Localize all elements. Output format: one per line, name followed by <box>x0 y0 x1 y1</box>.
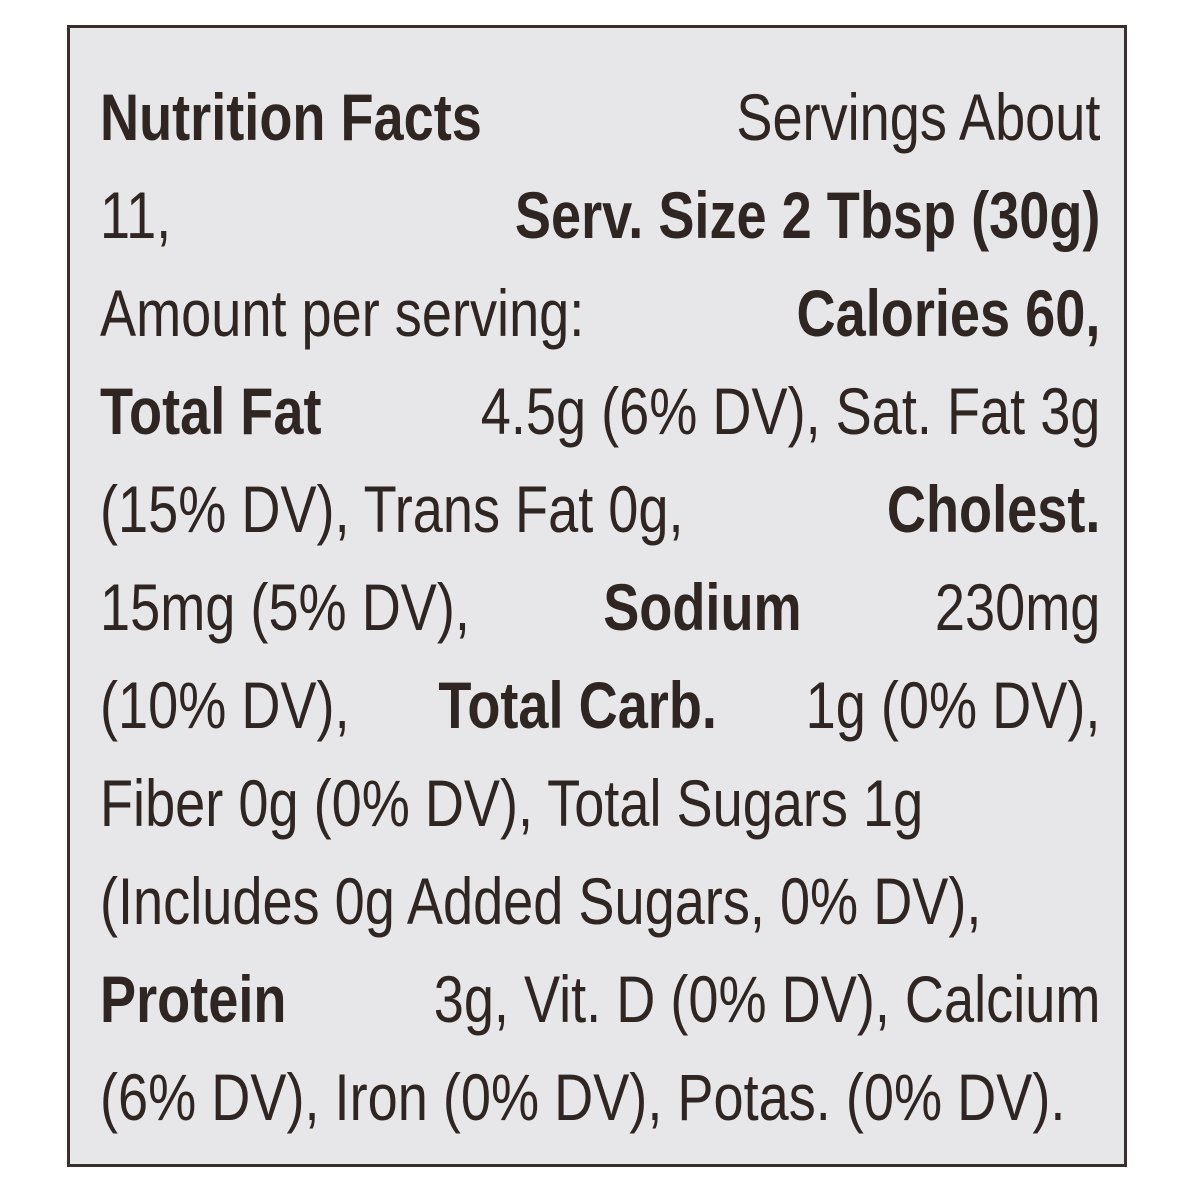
calories: Calories 60, <box>796 276 1101 350</box>
line-5: (15% DV), Trans Fat 0g, Cholest. <box>100 460 1100 558</box>
line-7: (10% DV), Total Carb. 1g (0% DV), <box>100 656 1100 754</box>
servings-count: 11, <box>100 178 172 252</box>
line-8: Fiber 0g (0% DV), Total Sugars 1g <box>100 754 1100 852</box>
nutrition-text: Nutrition Facts Servings About 11, Serv.… <box>100 68 1200 1146</box>
cholesterol-label: Cholest. <box>886 472 1101 546</box>
trans-fat-text: (15% DV), Trans Fat 0g, <box>100 472 684 546</box>
line-3: Amount per serving: Calories 60, <box>100 264 1100 362</box>
line-4: Total Fat 4.5g (6% DV), Sat. Fat 3g <box>100 362 1100 460</box>
nutrition-facts-heading: Nutrition Facts <box>100 80 482 154</box>
nutrition-facts-panel: Nutrition Facts Servings About 11, Serv.… <box>67 25 1127 1167</box>
sodium-dv: (10% DV), <box>100 668 350 742</box>
fiber-sugars-text: Fiber 0g (0% DV), Total Sugars 1g <box>100 766 924 840</box>
line-11: (6% DV), Iron (0% DV), Potas. (0% DV). <box>100 1048 1100 1146</box>
line-10: Protein 3g, Vit. D (0% DV), Calcium <box>100 950 1100 1048</box>
total-fat-value: 4.5g (6% DV), Sat. Fat 3g <box>480 374 1101 448</box>
line-1: Nutrition Facts Servings About <box>100 68 1100 166</box>
minerals-text: (6% DV), Iron (0% DV), Potas. (0% DV). <box>100 1060 1066 1134</box>
total-carb-label: Total Carb. <box>438 668 717 742</box>
line-9: (Includes 0g Added Sugars, 0% DV), <box>100 852 1100 950</box>
protein-vitamins-text: 3g, Vit. D (0% DV), Calcium <box>433 962 1101 1036</box>
line-2: 11, Serv. Size 2 Tbsp (30g) <box>100 166 1100 264</box>
sodium-value: 230mg <box>934 570 1101 644</box>
amount-per-serving: Amount per serving: <box>100 276 585 350</box>
line-6: 15mg (5% DV), Sodium 230mg <box>100 558 1100 656</box>
added-sugars-text: (Includes 0g Added Sugars, 0% DV), <box>100 864 982 938</box>
cholesterol-value: 15mg (5% DV), <box>100 570 470 644</box>
servings-text: Servings About <box>736 80 1101 154</box>
total-carb-value: 1g (0% DV), <box>805 668 1101 742</box>
serving-size: Serv. Size 2 Tbsp (30g) <box>514 178 1101 252</box>
protein-label: Protein <box>100 962 287 1036</box>
sodium-label: Sodium <box>603 570 802 644</box>
total-fat-label: Total Fat <box>100 374 322 448</box>
